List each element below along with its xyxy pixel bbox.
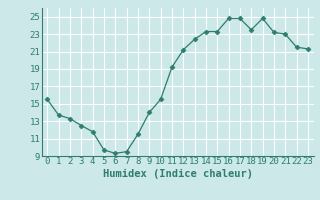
X-axis label: Humidex (Indice chaleur): Humidex (Indice chaleur) — [103, 169, 252, 179]
